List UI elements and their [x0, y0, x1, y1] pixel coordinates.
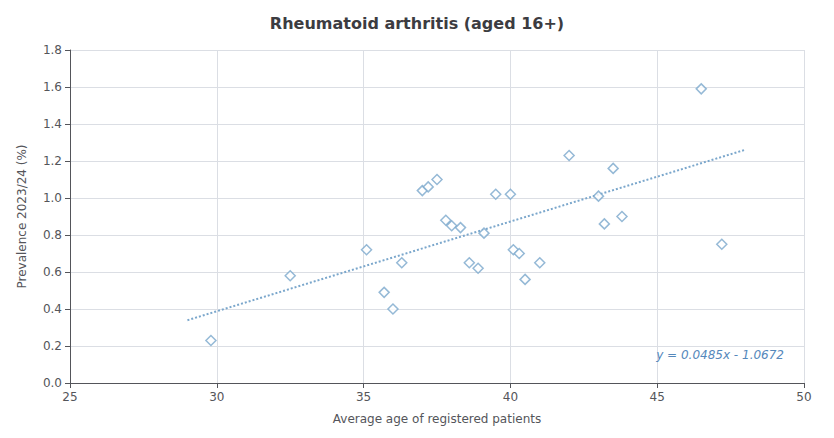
svg-text:30: 30	[209, 390, 224, 404]
svg-text:0.6: 0.6	[43, 265, 62, 279]
svg-text:1.6: 1.6	[43, 80, 62, 94]
svg-text:0.8: 0.8	[43, 228, 62, 242]
svg-text:50: 50	[796, 390, 811, 404]
svg-text:35: 35	[356, 390, 371, 404]
svg-text:1.4: 1.4	[43, 117, 62, 131]
svg-text:1.0: 1.0	[43, 191, 62, 205]
svg-text:1.2: 1.2	[43, 154, 62, 168]
svg-text:Average age of registered pati: Average age of registered patients	[333, 412, 541, 426]
svg-text:45: 45	[650, 390, 665, 404]
svg-text:Rheumatoid arthritis (aged 16+: Rheumatoid arthritis (aged 16+)	[270, 14, 564, 33]
svg-text:1.8: 1.8	[43, 43, 62, 57]
svg-text:0.4: 0.4	[43, 302, 62, 316]
svg-text:0.2: 0.2	[43, 339, 62, 353]
svg-text:40: 40	[503, 390, 518, 404]
svg-text:25: 25	[62, 390, 77, 404]
svg-text:0.0: 0.0	[43, 376, 62, 390]
svg-text:y = 0.0485x - 1.0672: y = 0.0485x - 1.0672	[655, 348, 784, 362]
svg-text:Prevalence 2023/24 (%): Prevalence 2023/24 (%)	[15, 144, 29, 288]
